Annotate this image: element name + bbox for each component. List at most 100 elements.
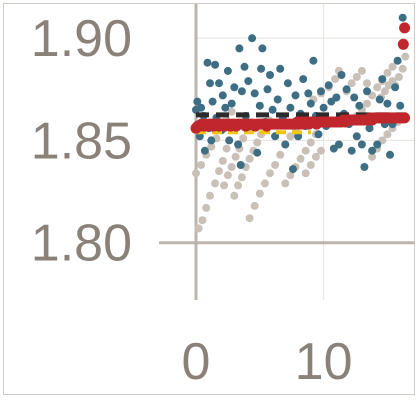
gray-point: [255, 189, 264, 198]
gray-point: [317, 146, 325, 155]
red-point: [397, 38, 409, 50]
blue-point: [283, 79, 292, 88]
blue-point: [332, 93, 341, 102]
gray-point: [394, 73, 403, 81]
gray-point: [363, 79, 371, 88]
blue-point: [398, 13, 407, 22]
blue-point: [289, 165, 297, 174]
gray-point: [383, 130, 392, 139]
blue-point: [317, 87, 325, 96]
gray-point: [296, 154, 305, 163]
blue-point: [230, 83, 239, 92]
gray-point: [357, 66, 366, 75]
blue-point: [263, 85, 272, 94]
blue-point: [218, 91, 227, 100]
blue-point: [250, 89, 259, 98]
blue-point: [396, 101, 405, 110]
gray-point: [301, 146, 310, 155]
blue-point: [368, 146, 377, 155]
blue-point: [294, 132, 303, 141]
blue-point: [200, 146, 209, 155]
gray-point: [276, 150, 285, 159]
gray-point: [286, 132, 295, 141]
gray-point: [194, 224, 203, 233]
blue-point: [266, 71, 274, 79]
gray-point: [271, 161, 280, 169]
blue-point: [221, 103, 230, 112]
gray-point: [230, 191, 239, 200]
gray-point: [211, 179, 220, 188]
blue-point: [248, 34, 257, 43]
gray-point: [192, 169, 200, 178]
blue-point: [271, 132, 280, 141]
blue-point: [309, 56, 318, 65]
blue-point: [291, 91, 300, 100]
blue-point: [258, 44, 267, 53]
x-tick-label: 10: [295, 333, 353, 391]
gray-point: [306, 161, 315, 169]
blue-point: [223, 66, 232, 75]
blue-point: [225, 136, 234, 145]
gray-point: [234, 181, 243, 190]
gray-point: [250, 201, 259, 210]
gray-point: [227, 163, 236, 171]
blue-point: [208, 97, 217, 106]
blue-point: [350, 93, 359, 102]
gray-point: [215, 167, 223, 176]
blue-point: [324, 81, 333, 90]
tick-labels: 1.80 1.85 1.90 0 10: [31, 10, 353, 391]
gray-point: [253, 138, 262, 147]
gray-point: [227, 107, 236, 116]
gray-point: [220, 181, 229, 190]
gray-point: [239, 134, 248, 143]
gray-point: [363, 99, 371, 108]
blue-point: [378, 75, 387, 84]
blue-point: [357, 140, 366, 149]
blue-point: [236, 161, 245, 169]
blue-point: [273, 95, 282, 104]
blue-point: [197, 103, 206, 112]
gray-point: [198, 216, 207, 225]
gray-point: [197, 161, 206, 169]
gray-point: [218, 156, 227, 165]
y-tick-label: 1.90: [31, 10, 132, 68]
blue-point: [207, 136, 216, 145]
blue-point: [373, 140, 382, 149]
blue-point: [253, 148, 262, 157]
red-point: [399, 22, 411, 34]
gray-point: [237, 173, 246, 182]
blue-point: [206, 79, 214, 88]
gray-point: [331, 75, 340, 84]
gray-point: [231, 152, 240, 161]
scatter-chart: 1.80 1.85 1.90 0 10: [31, 4, 414, 391]
red-point: [399, 112, 411, 124]
blue-point: [347, 146, 356, 155]
gray-point: [388, 62, 397, 71]
blue-point: [215, 79, 223, 88]
blue-point: [393, 56, 402, 65]
y-tick-label: 1.85: [31, 112, 132, 170]
blue-point: [355, 101, 364, 110]
y-tick-label: 1.80: [31, 215, 132, 273]
blue-point: [203, 58, 212, 67]
blue-point: [365, 124, 374, 133]
gray-point: [245, 214, 254, 223]
gray-point: [347, 79, 356, 88]
gray-point: [207, 142, 216, 151]
chart-frame: 1.80 1.85 1.90 0 10: [3, 3, 415, 395]
gray-point: [306, 138, 315, 147]
blue-point: [244, 77, 253, 86]
gray-point: [368, 152, 377, 161]
blue-point: [363, 87, 371, 96]
gray-point: [223, 171, 232, 180]
blue-point: [334, 140, 343, 149]
blue-point: [227, 99, 236, 108]
blue-point: [257, 64, 266, 73]
blue-point: [304, 89, 313, 98]
blue-point: [211, 60, 220, 69]
blue-point: [319, 103, 328, 112]
data-marks: [190, 13, 411, 233]
blue-point: [240, 62, 249, 71]
gray-point: [311, 152, 320, 161]
gray-point: [286, 171, 295, 180]
